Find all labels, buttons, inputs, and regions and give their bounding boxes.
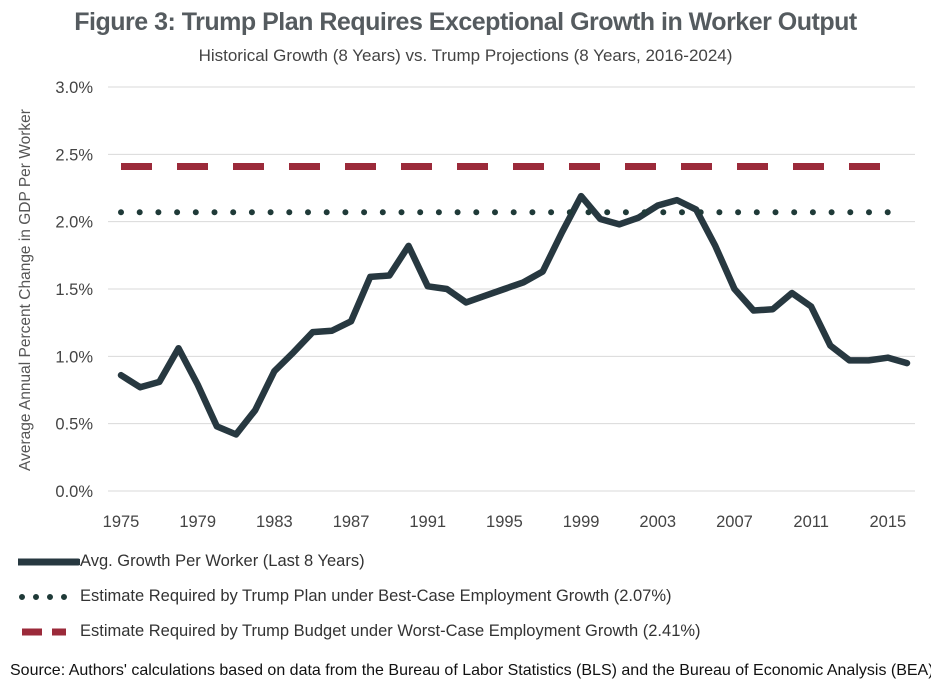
y-tick-label: 0.0% [55, 483, 93, 501]
chart-title: Figure 3: Trump Plan Requires Exceptiona… [74, 8, 857, 36]
x-tick-label: 2007 [716, 513, 753, 531]
series-layer [117, 162, 911, 438]
x-tick-label: 1995 [486, 513, 523, 531]
x-tick-label: 2003 [639, 513, 676, 531]
gridlines [108, 86, 915, 492]
x-tick-label: 2011 [793, 513, 828, 531]
x-tick-label: 2015 [869, 513, 906, 531]
y-tick-label: 2.0% [55, 214, 93, 232]
x-tick-label: 1991 [409, 513, 446, 531]
x-tick-label: 1999 [563, 513, 600, 531]
y-tick-label: 1.5% [55, 281, 93, 299]
legend-label: Avg. Growth Per Worker (Last 8 Years) [80, 552, 365, 570]
legend-swatch-dotted [19, 594, 80, 600]
x-tick-label: 1975 [103, 513, 140, 531]
legend-swatch-dashed [22, 628, 66, 636]
y-axis-label: Average Annual Percent Change in GDP Per… [17, 109, 34, 471]
y-tick-labels: 0.0% 0.5% 1.0% 1.5% 2.0% 2.5% 3.0% [55, 79, 93, 501]
legend-label: Estimate Required by Trump Budget under … [80, 622, 701, 640]
source-note: Source: Authors' calculations based on d… [10, 662, 931, 679]
legend: Avg. Growth Per Worker (Last 8 Years) Es… [18, 550, 918, 650]
y-tick-label: 1.0% [55, 348, 93, 366]
x-tick-labels: 1975 1979 1983 1987 1991 1995 1999 2003 2007 2011… [103, 513, 907, 531]
x-tick-label: 1987 [333, 513, 370, 531]
legend-swatch-solid [18, 558, 80, 566]
y-tick-label: 0.5% [55, 416, 93, 434]
line-chart: 0.0% 0.5% 1.0% 1.5% 2.0% 2.5% 3.0% 1975 1979 198… [17, 79, 915, 531]
y-tick-label: 3.0% [55, 79, 93, 97]
x-tick-label: 1979 [179, 513, 216, 531]
y-tick-label: 2.5% [55, 146, 93, 164]
legend-label: Estimate Required by Trump Plan under Be… [80, 587, 672, 605]
series-line-avg-growth [117, 192, 911, 438]
x-tick-label: 1983 [256, 513, 293, 531]
chart-subtitle: Historical Growth (8 Years) vs. Trump Pr… [198, 46, 733, 65]
